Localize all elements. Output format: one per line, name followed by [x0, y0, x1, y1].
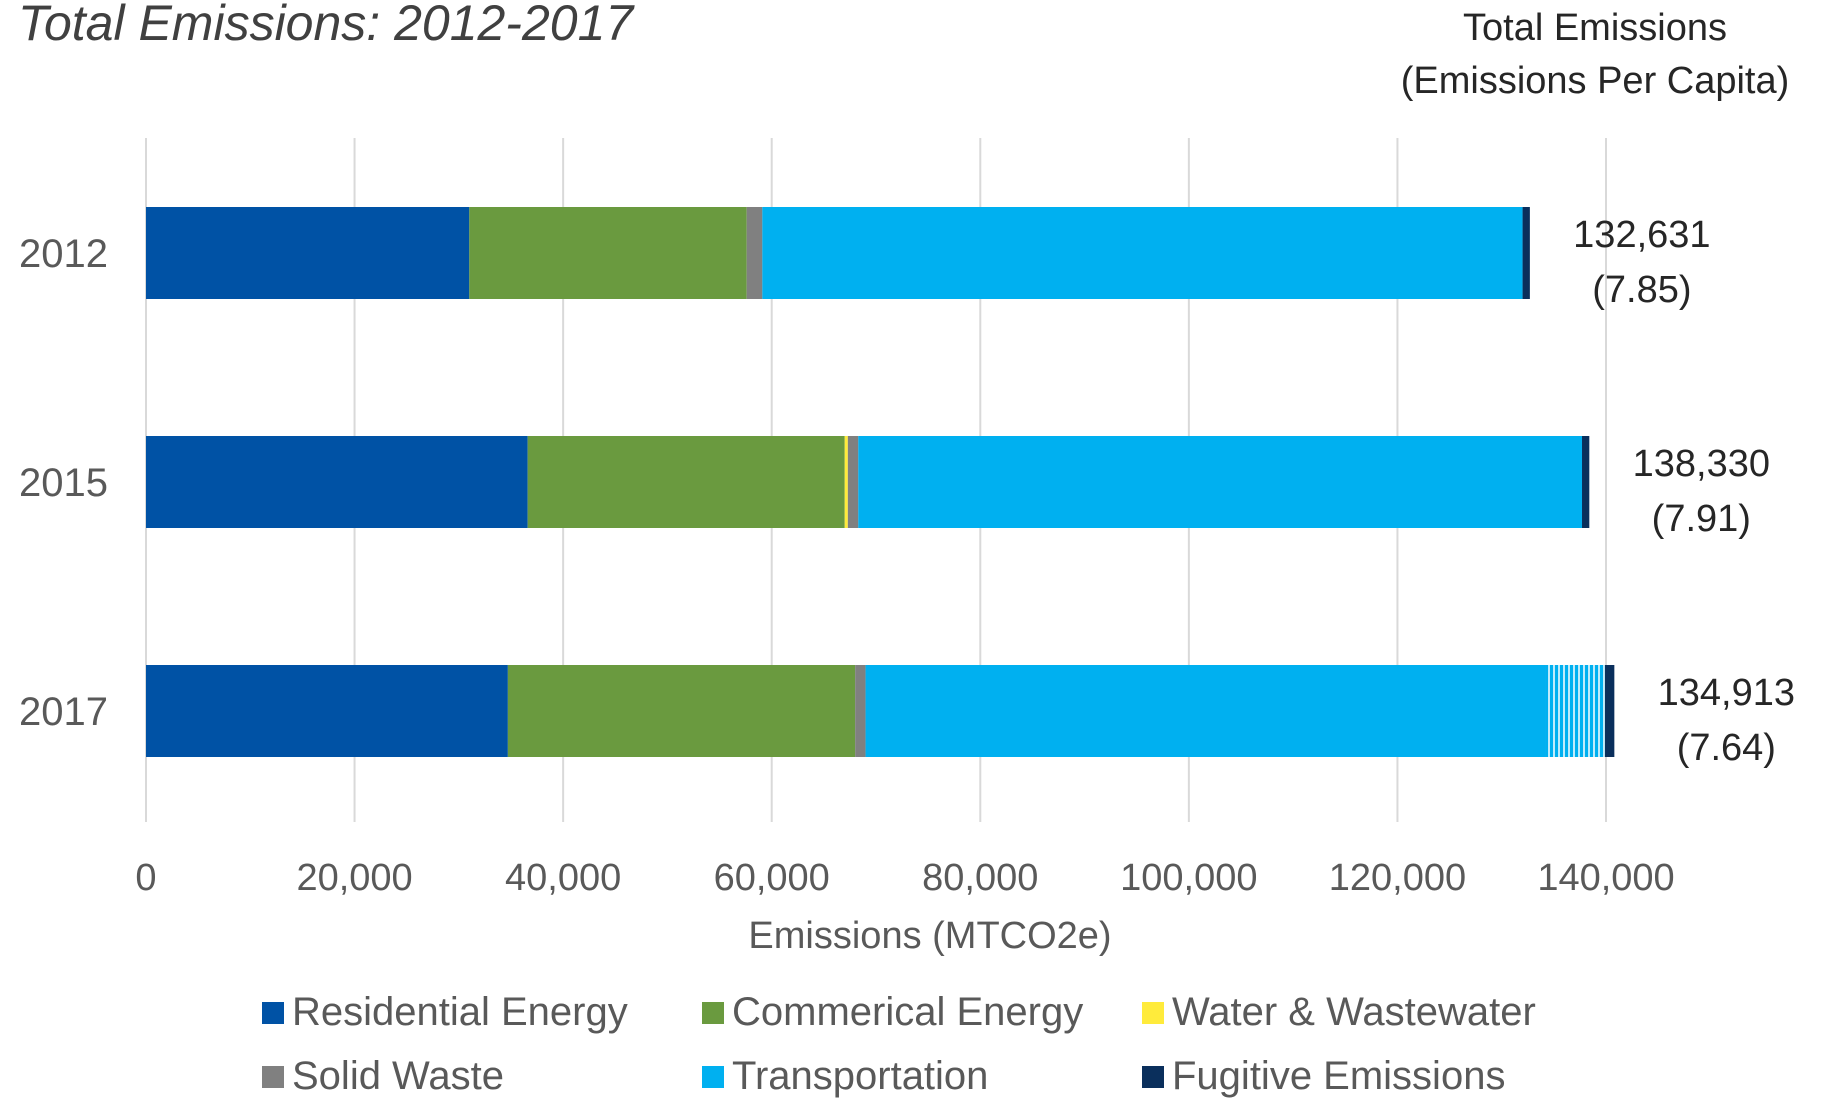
x-axis-title: Emissions (MTCO2e)	[748, 915, 1111, 957]
legend-label: Water & Wastewater	[1172, 990, 1536, 1034]
legend-label: Solid Waste	[292, 1054, 504, 1098]
bar-segment	[858, 436, 1583, 528]
legend-swatch	[1142, 1065, 1164, 1088]
x-tick-label: 20,000	[296, 857, 412, 899]
bar-segment	[855, 665, 866, 757]
totals-heading-line-2: (Emissions Per Capita)	[1400, 60, 1790, 102]
legend-label: Fugitive Emissions	[1172, 1054, 1506, 1098]
bar-segment	[146, 207, 470, 299]
legend-item: Solid Waste	[262, 1054, 504, 1099]
chart-plot-area: 0 20,000 40,000 60,000 80,000 100,000 120,000 1…	[19, 138, 1795, 957]
total-label: 134,913	[1658, 672, 1795, 714]
legend-item: Residential Energy	[262, 990, 628, 1035]
per-capita-label: (7.85)	[1592, 269, 1691, 311]
bar-segment	[507, 665, 856, 757]
totals-heading-line-1: Total Emissions	[1463, 7, 1727, 49]
bar-segment	[146, 436, 528, 528]
legend-item: Transportation	[702, 1054, 988, 1099]
bar-segment	[762, 207, 1523, 299]
legend-swatch	[702, 1065, 724, 1088]
bar-segment	[865, 665, 1546, 757]
totals-heading: Total Emissions (Emissions Per Capita)	[1365, 2, 1825, 108]
x-tick-label: 80,000	[922, 857, 1038, 899]
bar-segment	[146, 665, 508, 757]
bar-segment	[1545, 665, 1605, 757]
x-tick-label: 0	[135, 857, 156, 899]
chart-title: Total Emissions: 2012-2017	[18, 0, 634, 51]
labels: 0 20,000 40,000 60,000 80,000 100,000 120,000 1…	[19, 214, 1795, 957]
bar-segment	[527, 436, 845, 528]
legend-item: Commerical Energy	[702, 990, 1083, 1035]
category-label: 2015	[19, 461, 108, 505]
legend-swatch	[702, 1001, 724, 1024]
per-capita-label: (7.64)	[1677, 727, 1776, 769]
bar-segment	[844, 436, 848, 528]
legend-swatch	[262, 1065, 284, 1088]
per-capita-label: (7.91)	[1652, 498, 1751, 540]
category-label: 2012	[19, 232, 108, 276]
legend-label: Residential Energy	[292, 990, 628, 1034]
category-label: 2017	[19, 690, 108, 734]
legend-swatch	[1142, 1001, 1164, 1024]
legend-label: Transportation	[732, 1054, 989, 1098]
bar-segment	[746, 207, 763, 299]
total-label: 138,330	[1633, 443, 1770, 485]
x-tick-label: 60,000	[714, 857, 830, 899]
legend-item: Water & Wastewater	[1142, 990, 1536, 1035]
x-tick-label: 140,000	[1537, 857, 1674, 899]
total-label: 132,631	[1573, 214, 1710, 256]
bars	[146, 207, 1615, 757]
legend-label: Commerical Energy	[732, 990, 1084, 1034]
x-tick-label: 40,000	[505, 857, 621, 899]
bar-segment	[847, 436, 859, 528]
x-tick-label: 120,000	[1329, 857, 1466, 899]
bar-segment	[469, 207, 747, 299]
bar-segment	[1522, 207, 1530, 299]
legend-swatch	[262, 1001, 284, 1024]
bar-segment	[1604, 665, 1615, 757]
bar-segment	[1582, 436, 1590, 528]
x-tick-label: 100,000	[1120, 857, 1257, 899]
legend-item: Fugitive Emissions	[1142, 1054, 1505, 1099]
